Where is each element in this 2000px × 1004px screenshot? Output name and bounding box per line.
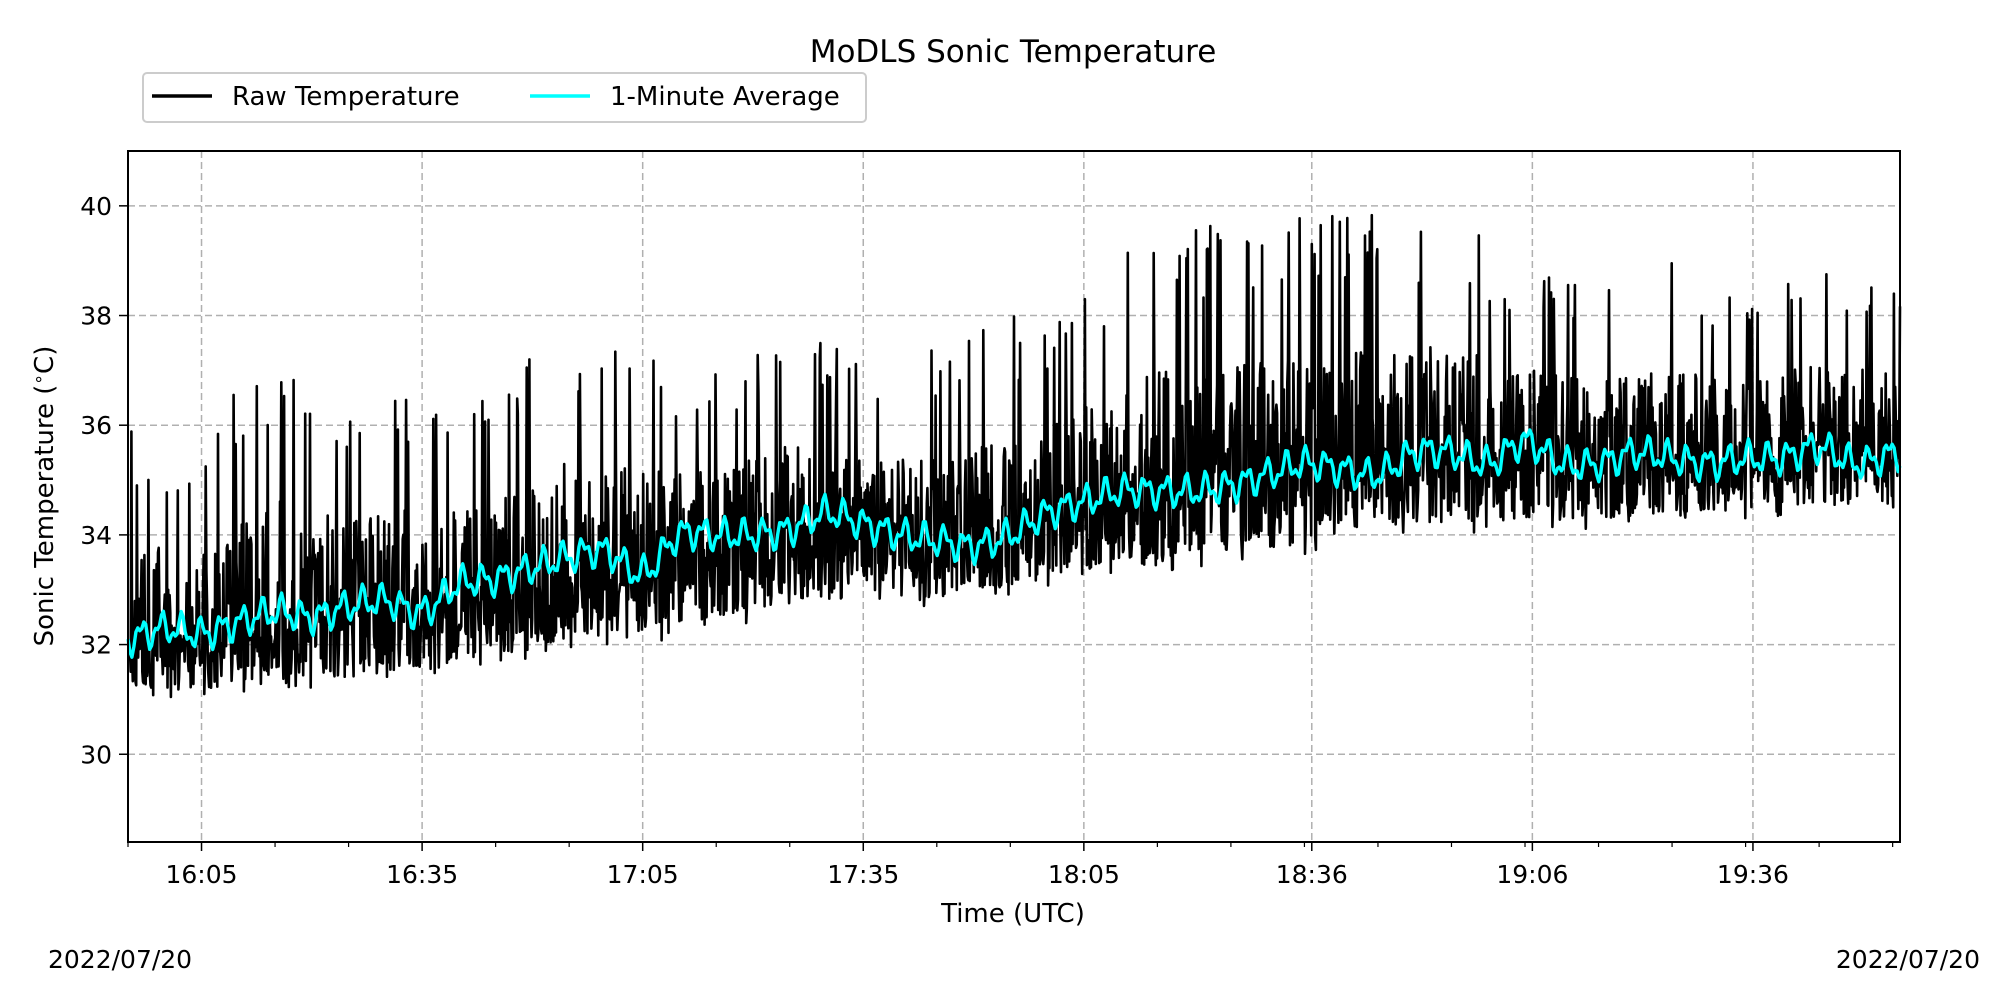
y-axis-label-degree: ∘ xyxy=(29,374,49,385)
legend-frame xyxy=(142,72,867,123)
plot-frame xyxy=(127,150,1901,843)
x-tick-label: 16:35 xyxy=(386,860,458,889)
y-tick-label: 30 xyxy=(80,740,112,769)
y-tick-label: 34 xyxy=(80,521,112,550)
y-tick-label: 40 xyxy=(80,192,112,221)
y-tick-label: 32 xyxy=(80,631,112,660)
axes: 30 32 34 36 38 40 16:05 16:35 17:05 17:35 18:05 18:… xyxy=(80,150,1901,889)
y-axis-label-text: Sonic Temperature ( xyxy=(30,385,60,647)
x-axis-label: Time (UTC) xyxy=(940,899,1085,929)
series-layer xyxy=(126,213,1902,699)
y-tick-label: 38 xyxy=(80,302,112,331)
date-label-right: 2022/07/20 xyxy=(1835,945,1980,974)
one-minute-average-line xyxy=(126,428,1902,659)
legend-label-avg: 1-Minute Average xyxy=(610,82,840,112)
x-tick-label: 18:36 xyxy=(1276,860,1348,889)
y-axis-label-unit: C) xyxy=(30,346,60,374)
x-tick-label: 18:05 xyxy=(1048,860,1120,889)
x-tick-label: 17:35 xyxy=(827,860,899,889)
legend-label-raw: Raw Temperature xyxy=(232,82,460,112)
x-tick-label: 16:05 xyxy=(166,860,238,889)
chart-title: MoDLS Sonic Temperature xyxy=(810,34,1217,70)
date-label-left: 2022/07/20 xyxy=(48,945,193,974)
x-tick-label: 17:05 xyxy=(607,860,679,889)
x-tick-label: 19:36 xyxy=(1717,860,1789,889)
y-axis-label: Sonic Temperature (∘C) xyxy=(29,346,60,647)
y-tick-label: 36 xyxy=(80,411,112,440)
legend: Raw Temperature 1-Minute Average xyxy=(142,72,867,123)
x-tick-label: 19:06 xyxy=(1496,860,1568,889)
